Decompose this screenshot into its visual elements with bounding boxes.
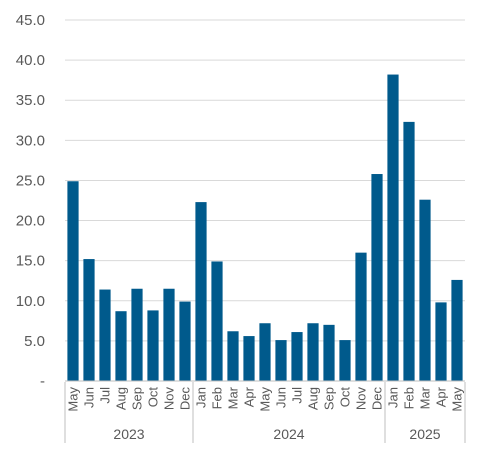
bar: [163, 288, 175, 381]
x-tick-label: Feb: [402, 387, 417, 409]
x-tick-label: Sep: [130, 387, 145, 410]
x-tick-label: Jan: [386, 387, 401, 408]
x-tick-label: Feb: [210, 387, 225, 409]
bar: [451, 279, 463, 381]
bar: [211, 261, 223, 381]
y-tick-label: 20.0: [16, 213, 45, 230]
x-tick-label: Jun: [274, 387, 289, 408]
bar: [371, 174, 383, 381]
bar: [243, 336, 255, 381]
x-tick-label: Jul: [98, 387, 113, 404]
x-tick-label: May: [450, 387, 465, 412]
bar: [195, 202, 207, 381]
y-tick-label: 15.0: [16, 253, 45, 270]
x-tick-label: Sep: [322, 387, 337, 410]
bar: [419, 199, 431, 381]
x-tick-label: Nov: [354, 387, 369, 411]
bar: [83, 259, 95, 381]
bar: [387, 74, 399, 381]
bar: [259, 323, 271, 381]
bars: [67, 74, 463, 381]
y-tick-label: 40.0: [16, 52, 45, 69]
bar: [291, 332, 303, 381]
year-group-label: 2023: [113, 426, 144, 442]
bar: [339, 340, 351, 381]
bar: [147, 310, 159, 381]
x-tick-label: Aug: [306, 387, 321, 410]
x-tick-label: Jan: [194, 387, 209, 408]
x-tick-label: May: [66, 387, 81, 412]
year-group-label: 2025: [409, 426, 440, 442]
y-axis-ticks: - 5.0 10.0 15.0 20.0 25.0 30.0 35.0 40.0 45.0: [16, 12, 45, 390]
x-tick-label: Jun: [82, 387, 97, 408]
y-tick-label: 25.0: [16, 172, 45, 189]
x-tick-label: Oct: [338, 387, 353, 408]
bar: [323, 324, 335, 381]
x-tick-label: Jul: [290, 387, 305, 404]
bar: [435, 302, 447, 381]
x-tick-label: May: [258, 387, 273, 412]
y-tick-label: -: [40, 373, 45, 390]
x-axis: May Jun Jul Aug Sep Oct Nov Dec Jan Feb Mar Apr May J…: [64, 380, 466, 443]
x-tick-label: Apr: [242, 386, 257, 407]
bar: [275, 340, 287, 381]
y-tick-label: 35.0: [16, 92, 45, 109]
bar: [355, 252, 367, 381]
x-tick-label: Apr: [434, 386, 449, 407]
x-tick-label: Mar: [226, 386, 241, 409]
x-tick-label: Nov: [162, 387, 177, 411]
y-tick-label: 45.0: [16, 12, 45, 29]
year-group-label: 2024: [273, 426, 304, 442]
bar: [403, 121, 415, 381]
bar: [67, 181, 79, 381]
x-tick-label: Dec: [370, 387, 385, 411]
bar: [115, 311, 127, 381]
x-tick-label: Mar: [418, 386, 433, 409]
x-tick-label: Dec: [178, 387, 193, 411]
y-tick-label: 5.0: [24, 333, 45, 350]
y-tick-label: 30.0: [16, 132, 45, 149]
bar: [307, 323, 319, 381]
bar: [227, 331, 239, 381]
x-tick-label: Aug: [114, 387, 129, 410]
y-tick-label: 10.0: [16, 293, 45, 310]
bar: [131, 288, 143, 381]
bar: [99, 289, 111, 381]
bar: [179, 301, 191, 381]
x-tick-label: Oct: [146, 387, 161, 408]
